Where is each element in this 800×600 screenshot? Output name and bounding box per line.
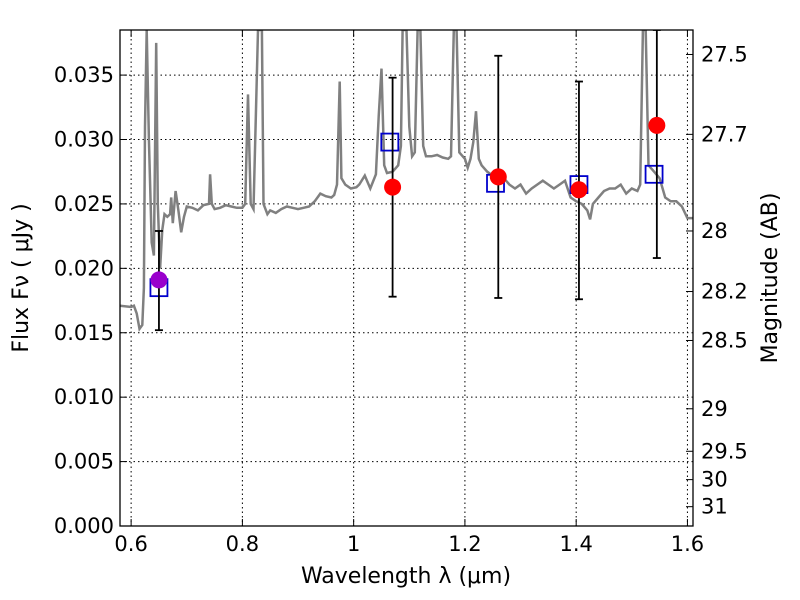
plot-area [120,30,693,333]
x-axis-label: Wavelength λ (μm) [301,564,511,589]
x-tick-label: 1.4 [559,532,592,556]
y-right-tick-label: 28.2 [701,280,748,304]
sed-model-line [120,30,693,333]
x-tick-label: 0.8 [226,532,259,556]
x-tick-label: 1.2 [448,532,481,556]
y-right-tick-label: 27.7 [701,122,748,146]
y-tick-label: 0.020 [54,256,114,280]
gridlines [120,30,693,526]
y-tick-label: 0.010 [54,385,114,409]
y-right-tick-label: 29 [701,397,728,421]
y-right-tick-label: 28.5 [701,328,748,352]
observed-photometry-point [489,168,507,186]
errorbar-series [154,30,661,332]
y-tick-label: 0.025 [54,192,114,216]
x-tick-label: 1 [347,532,360,556]
model-photometry-point [380,132,400,152]
y-tick-label: 0.015 [54,321,114,345]
tick-labels: 0.6 0.8 1 1.2 1.4 1.6 0.000 0.005 0.010 0.015 0.02… [54,42,748,556]
y-right-tick-label: 27.5 [701,42,748,66]
y-axis-label: Flux Fν ( μJy ) [9,203,34,352]
y-right-tick-label: 29.5 [701,439,748,463]
plot-frame [119,29,694,527]
observed-photometry-point [570,181,588,199]
observed-photometry-series [150,116,666,289]
observed-photometry-point [150,271,168,289]
observed-photometry-point [384,178,402,196]
y-right-tick-label: 30 [701,468,728,492]
y-tick-label: 0.030 [54,128,114,152]
observed-photometry-point [648,116,666,134]
y-right-tick-label: 31 [701,495,728,519]
axis-ticks [120,30,693,527]
x-tick-label: 0.6 [114,532,147,556]
model-photometry-point [644,164,664,184]
y-tick-label: 0.000 [54,514,114,538]
y-tick-label: 0.005 [54,450,114,474]
x-tick-label: 1.6 [671,532,704,556]
y-axis-right-label: Magnitude (AB) [758,193,783,364]
y-tick-label: 0.035 [54,63,114,87]
model-photometry-series [149,132,664,298]
y-right-tick-label: 28 [701,219,728,243]
